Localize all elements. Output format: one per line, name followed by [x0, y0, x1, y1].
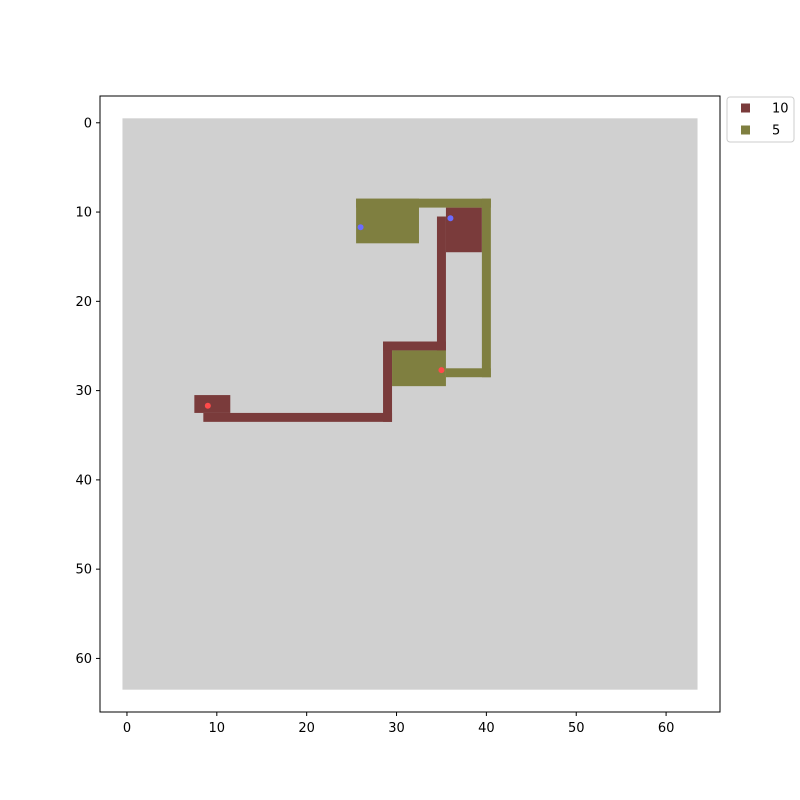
series-10-cell-1 — [203, 412, 393, 422]
x-tick-label-50: 50 — [568, 721, 585, 736]
legend: 105 — [726, 96, 795, 143]
x-tick-label-40: 40 — [478, 721, 495, 736]
x-tick-label-30: 30 — [388, 721, 405, 736]
axes-frame — [99, 95, 721, 713]
legend-swatch-5 — [741, 125, 750, 135]
marker-point-2 — [438, 367, 445, 374]
series-10-cell-0 — [194, 395, 231, 413]
series-10-cell-2 — [383, 341, 393, 422]
legend-label-5: 5 — [772, 124, 780, 139]
series-5-cell-1 — [356, 198, 491, 208]
x-tick-label-60: 60 — [658, 721, 675, 736]
series-5-cell-2 — [481, 198, 491, 378]
series-10-cell-5 — [445, 207, 482, 253]
y-tick-label-30: 30 — [75, 384, 92, 399]
x-axis: 0 10 20 30 40 50 60 — [123, 712, 675, 736]
y-tick-label-40: 40 — [75, 473, 92, 488]
y-tick-label-50: 50 — [75, 563, 92, 578]
x-tick-label-0: 0 — [123, 721, 131, 736]
x-tick-label-10: 10 — [209, 721, 226, 736]
marker-point-1 — [447, 215, 454, 222]
series-10-cell-3 — [383, 341, 446, 351]
y-tick-label-0: 0 — [84, 116, 92, 131]
x-tick-label-20: 20 — [298, 721, 315, 736]
legend-swatch-10 — [741, 103, 750, 113]
legend-label-10: 10 — [772, 102, 789, 117]
plot-area — [122, 118, 698, 690]
y-tick-label-60: 60 — [75, 652, 92, 667]
series-10-cell-4 — [436, 216, 446, 351]
y-axis: 0 10 20 30 40 50 60 — [75, 116, 100, 667]
y-tick-label-10: 10 — [75, 206, 92, 221]
series-5-cell-3 — [445, 368, 491, 378]
marker-point-0 — [357, 224, 364, 231]
series-5-cell-4 — [392, 350, 446, 387]
y-tick-label-20: 20 — [75, 295, 92, 310]
marker-point-3 — [204, 402, 211, 409]
